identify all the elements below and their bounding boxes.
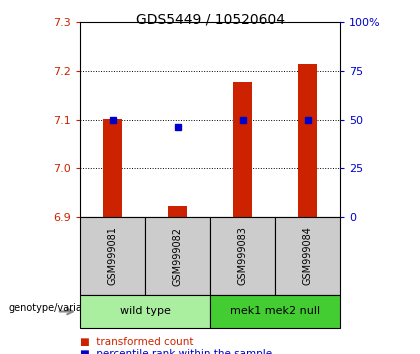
Bar (298, 64, 317, 217)
Text: wild type: wild type (120, 307, 171, 316)
Text: mek1 mek2 null: mek1 mek2 null (230, 307, 320, 316)
Bar (103, 119, 122, 217)
Text: ■  percentile rank within the sample: ■ percentile rank within the sample (80, 349, 272, 354)
Bar (168, 206, 187, 217)
Text: GSM999084: GSM999084 (302, 227, 312, 285)
Text: GDS5449 / 10520604: GDS5449 / 10520604 (136, 12, 284, 27)
Text: GSM999081: GSM999081 (108, 227, 118, 285)
Bar (233, 82, 252, 217)
Text: genotype/variation: genotype/variation (8, 303, 101, 313)
Text: GSM999083: GSM999083 (237, 227, 247, 285)
Text: ■  transformed count: ■ transformed count (80, 337, 194, 347)
Text: GSM999082: GSM999082 (173, 227, 183, 285)
